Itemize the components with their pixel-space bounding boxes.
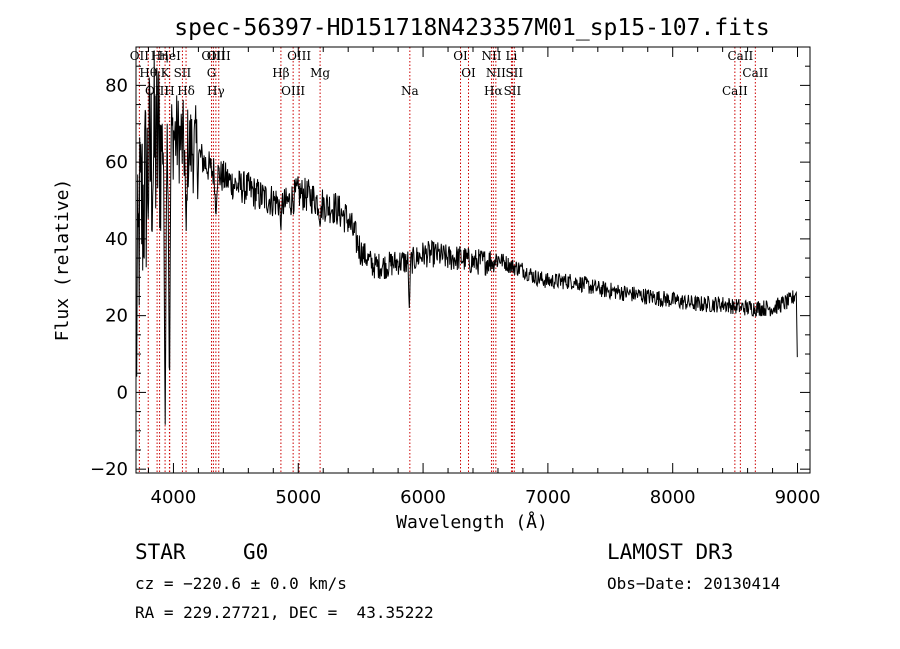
ra-dec: RA = 229.27721, DEC = 43.35222 [135, 603, 434, 622]
spectral-line-label: Hγ [207, 84, 225, 98]
spectral-line-label: CaII [722, 84, 748, 98]
y-axis-label: Flux (relative) [52, 179, 73, 342]
y-tick-label: 0 [117, 382, 128, 403]
spectral-line-label: NII [481, 49, 501, 63]
y-tick-label: 60 [105, 152, 128, 173]
spectral-line-label: K [161, 66, 171, 80]
spectral-line-label: HeI [159, 49, 182, 63]
subclass: G0 [243, 540, 269, 564]
spectral-line-label: Hα [484, 84, 503, 98]
spectral-line-label: NII [486, 66, 506, 80]
spectral-line-labels: OII Hθ OIII Hη KH HeI SII Hδ OIII G Hγ OIII Hβ OIII OI… [130, 49, 769, 98]
spectral-line-label: CaII [727, 49, 753, 63]
spectral-line-label: OIII [201, 49, 225, 63]
flux-series-line [135, 50, 798, 425]
spectral-line-label: SII [505, 66, 523, 80]
spectral-line-label: OI [461, 66, 476, 80]
spectral-line-label: Mg [310, 66, 330, 80]
x-axis-ticks: 4000 5000 6000 7000 8000 9000 [147, 47, 821, 508]
spectral-line-label: OIII [281, 84, 305, 98]
spectral-line-label: H [164, 84, 174, 98]
spectral-line-label: Hδ [177, 84, 195, 98]
spectral-line-label: Hβ [272, 66, 289, 80]
x-axis-label: Wavelength (Å) [396, 511, 548, 533]
y-tick-label: 20 [105, 306, 128, 327]
x-tick-label: 8000 [650, 487, 696, 508]
survey-name: LAMOST DR3 [607, 540, 734, 564]
x-tick-label: 4000 [151, 487, 197, 508]
chart-title: spec-56397-HD151718N423357M01_sp15-107.f… [174, 15, 769, 41]
spectral-line-label: Hθ [139, 66, 157, 80]
x-tick-label: 5000 [275, 487, 321, 508]
y-tick-label: −20 [90, 459, 128, 480]
spectral-line-label: CaII [742, 66, 768, 80]
observation-date: Obs−Date: 20130414 [607, 574, 781, 593]
spectral-line-label: Na [401, 84, 419, 98]
spectral-line-label: OI [453, 49, 468, 63]
spectral-line-label: OIII [207, 49, 231, 63]
spectral-line-label: OIII [287, 49, 311, 63]
spectral-line-label: OII [130, 49, 150, 63]
spectral-line-label: Li [506, 49, 518, 63]
y-axis-ticks: −20 0 20 40 60 80 [90, 46, 810, 480]
x-tick-label: 7000 [525, 487, 571, 508]
spectral-line-label: G [207, 66, 217, 80]
x-tick-label: 9000 [775, 487, 821, 508]
object-class: STAR [135, 540, 186, 564]
x-tick-label: 6000 [400, 487, 446, 508]
spectral-line-label: SII [504, 84, 522, 98]
y-tick-label: 80 [105, 75, 128, 96]
spectral-line-label: SII [174, 66, 192, 80]
spectral-line-label: Hη [151, 49, 169, 63]
redshift-cz: cz = −220.6 ± 0.0 km/s [135, 574, 347, 593]
y-tick-label: 40 [105, 229, 128, 250]
